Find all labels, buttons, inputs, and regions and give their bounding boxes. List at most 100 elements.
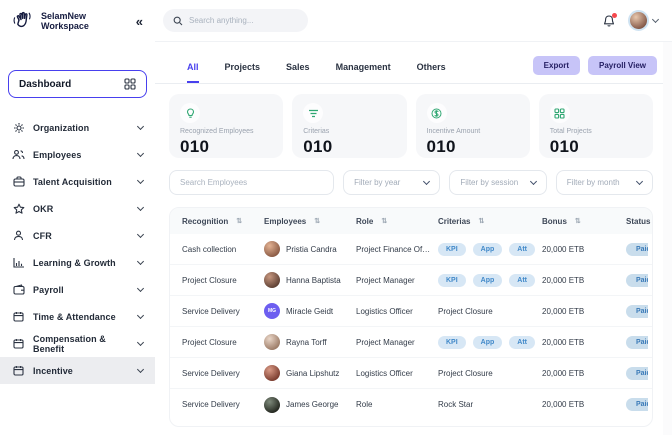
sidebar-item-cfr[interactable]: CFR — [0, 222, 155, 249]
status-badge: Paid — [626, 274, 648, 287]
filter-by-month-dropdown[interactable]: Filter by month — [556, 170, 653, 195]
menu-label: Payroll — [33, 285, 130, 295]
menu-label: Incentive — [33, 366, 130, 376]
employee-avatar — [264, 241, 280, 257]
sidebar-menu: Organization Employees Talent Acquisitio… — [0, 114, 155, 384]
tab-others[interactable]: Others — [417, 62, 446, 83]
incentive-table: Recognition⇅ Employees⇅ Role⇅ Criterias⇅… — [169, 207, 653, 427]
col-criterias[interactable]: Criterias⇅ — [438, 217, 542, 226]
sort-icon[interactable]: ⇅ — [381, 217, 387, 225]
employee-search-input[interactable] — [180, 178, 323, 187]
dashboard-grid-icon — [124, 78, 136, 90]
criteria-cell: KPI App Att — [438, 336, 542, 349]
app-window: SelamNew Workspace « — [0, 0, 672, 435]
status-badge: Paid — [626, 305, 648, 318]
employee-avatar — [264, 365, 280, 381]
menu-label: Learning & Growth — [33, 258, 130, 268]
global-search[interactable] — [163, 9, 308, 32]
col-bonus[interactable]: Bonus⇅ — [542, 217, 626, 226]
sidebar-item-talent-acquisition[interactable]: Talent Acquisition — [0, 168, 155, 195]
col-status[interactable]: Status — [626, 217, 650, 226]
role-cell: Logistics Officer — [356, 369, 438, 378]
criteria-cell: KPI App Att — [438, 243, 542, 256]
dollar-icon — [427, 103, 447, 123]
calendar-icon — [12, 310, 25, 323]
col-employees[interactable]: Employees⇅ — [264, 217, 356, 226]
payroll-view-button[interactable]: Payroll View — [588, 56, 657, 75]
employee-search[interactable] — [169, 170, 334, 195]
top-right-controls — [602, 10, 658, 31]
status-cell: Paid — [626, 367, 648, 380]
recognition-cell: Service Delivery — [182, 307, 264, 316]
bonus-cell: 20,000 ETB — [542, 369, 626, 378]
sidebar-item-time-attendance[interactable]: Time & Attendance — [0, 303, 155, 330]
stat-card-recognized-employees: Recognized Employees 010 — [169, 94, 283, 158]
recognition-cell: Project Closure — [182, 338, 264, 347]
status-cell: Paid — [626, 305, 648, 318]
col-recognition[interactable]: Recognition⇅ — [182, 217, 264, 226]
top-bar-main — [155, 0, 672, 42]
sidebar-item-organization[interactable]: Organization — [0, 114, 155, 141]
notification-dot — [612, 13, 617, 18]
tab-all[interactable]: All — [187, 62, 199, 83]
employee-avatar: MG — [264, 303, 280, 319]
sidebar-item-incentive[interactable]: Incentive — [0, 357, 155, 384]
criteria-pill: App — [473, 274, 503, 287]
user-menu[interactable] — [628, 10, 658, 31]
chevron-down-icon — [137, 257, 144, 264]
criteria-pill: Att — [509, 243, 535, 256]
sort-icon[interactable]: ⇅ — [575, 217, 581, 225]
criteria-cell: Project Closure — [438, 369, 542, 378]
sort-icon[interactable]: ⇅ — [478, 217, 484, 225]
chevron-down-icon — [137, 176, 144, 183]
sidebar-collapse-icon[interactable]: « — [136, 14, 143, 29]
sidebar-item-employees[interactable]: Employees — [0, 141, 155, 168]
tabs-row: All Projects Sales Management Others Exp… — [155, 42, 663, 84]
sidebar-item-compensation-benefit[interactable]: Compensation & Benefit — [0, 330, 155, 357]
role-cell: Project Manager — [356, 276, 438, 285]
sort-icon[interactable]: ⇅ — [314, 217, 320, 225]
menu-label: Time & Attendance — [33, 312, 130, 322]
tab-management[interactable]: Management — [336, 62, 391, 83]
status-badge: Paid — [626, 243, 648, 256]
chevron-down-icon — [137, 365, 144, 372]
sidebar-item-dashboard[interactable]: Dashboard — [8, 70, 147, 98]
col-role[interactable]: Role⇅ — [356, 217, 438, 226]
app-name: SelamNew Workspace — [41, 11, 89, 32]
stat-cards: Recognized Employees 010 Criterias 010 — [155, 84, 663, 158]
status-badge: Paid — [626, 398, 648, 411]
wallet-icon — [12, 283, 25, 296]
table-row: Service Delivery James George Role Rock … — [170, 389, 652, 420]
role-cell: Project Finance Officer — [356, 245, 438, 254]
notification-bell-icon[interactable] — [602, 14, 616, 28]
sort-icon[interactable]: ⇅ — [236, 217, 242, 225]
export-button[interactable]: Export — [533, 56, 580, 75]
tab-projects[interactable]: Projects — [225, 62, 261, 83]
tab-sales[interactable]: Sales — [286, 62, 310, 83]
user-avatar[interactable] — [628, 10, 649, 31]
stat-label: Criterias — [303, 128, 395, 135]
dashboard-label: Dashboard — [19, 79, 71, 90]
employee-cell: Hanna Baptista — [264, 272, 356, 288]
dropdown-label: Filter by session — [460, 178, 518, 187]
filter-by-year-dropdown[interactable]: Filter by year — [343, 170, 440, 195]
sidebar-item-okr[interactable]: OKR — [0, 195, 155, 222]
bonus-cell: 20,000 ETB — [542, 400, 626, 409]
bonus-cell: 20,000 ETB — [542, 276, 626, 285]
calendar-icon — [12, 364, 25, 377]
stat-value: 010 — [427, 137, 519, 157]
table-row: Project Closure Hanna Baptista Project M… — [170, 265, 652, 296]
status-cell: Paid — [626, 243, 648, 256]
user-icon — [12, 229, 25, 242]
filter-by-session-dropdown[interactable]: Filter by session — [449, 170, 546, 195]
sidebar-item-learning-growth[interactable]: Learning & Growth — [0, 249, 155, 276]
stat-label: Incentive Amount — [427, 128, 519, 135]
chevron-down-icon — [137, 284, 144, 291]
bulb-icon — [180, 103, 200, 123]
criteria-pill: KPI — [438, 243, 466, 256]
stat-value: 010 — [180, 137, 272, 157]
recognition-cell: Cash collection — [182, 245, 264, 254]
search-input[interactable] — [189, 16, 298, 25]
role-cell: Logistics Officer — [356, 307, 438, 316]
sidebar-item-payroll[interactable]: Payroll — [0, 276, 155, 303]
